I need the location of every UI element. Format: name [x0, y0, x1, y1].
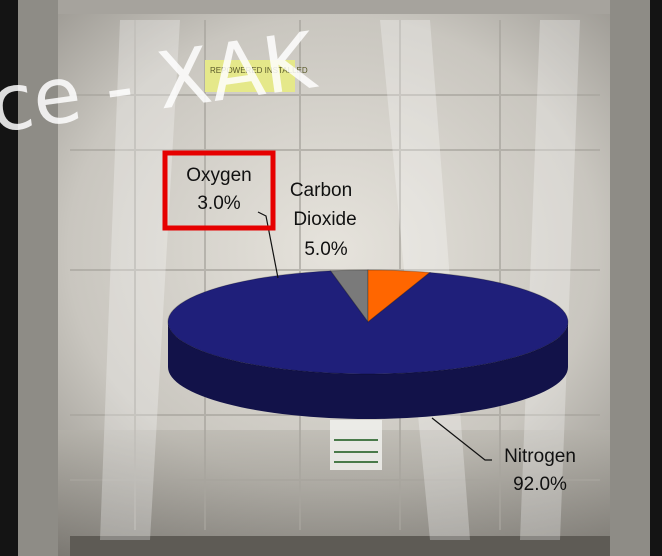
photo-label [205, 60, 295, 92]
oxygen-highlight-box [162, 150, 276, 231]
slice-labels: Oxygen 3.0% Carbon Dioxide 5.0% Nitrogen 92.0% [186, 165, 576, 495]
photo-label-text: REPOWERED INSTALLED [210, 66, 308, 75]
pie-side [168, 322, 568, 419]
label-nitrogen-name: Nitrogen [504, 446, 576, 467]
frame-left [18, 0, 58, 556]
label-carbon-name: Carbon [290, 180, 352, 201]
label-carbon-name2: Dioxide [293, 209, 356, 230]
label-nitrogen-value: 92.0% [513, 474, 567, 495]
pie-slice-carbon [367, 269, 432, 324]
frame-right [610, 0, 650, 556]
pie-top [167, 269, 569, 375]
pie-slice-oxygen [329, 269, 369, 324]
label-oxygen-value: 3.0% [197, 193, 240, 214]
label-carbon-value: 5.0% [304, 239, 347, 260]
leader-nitrogen [431, 417, 492, 461]
pie-side-wall [168, 322, 568, 419]
leader-lines [257, 211, 492, 461]
label-oxygen-name: Oxygen [186, 165, 251, 186]
leader-oxygen [257, 211, 279, 279]
pie-slice-nitrogen [167, 270, 569, 375]
sticker-lines [334, 439, 378, 463]
